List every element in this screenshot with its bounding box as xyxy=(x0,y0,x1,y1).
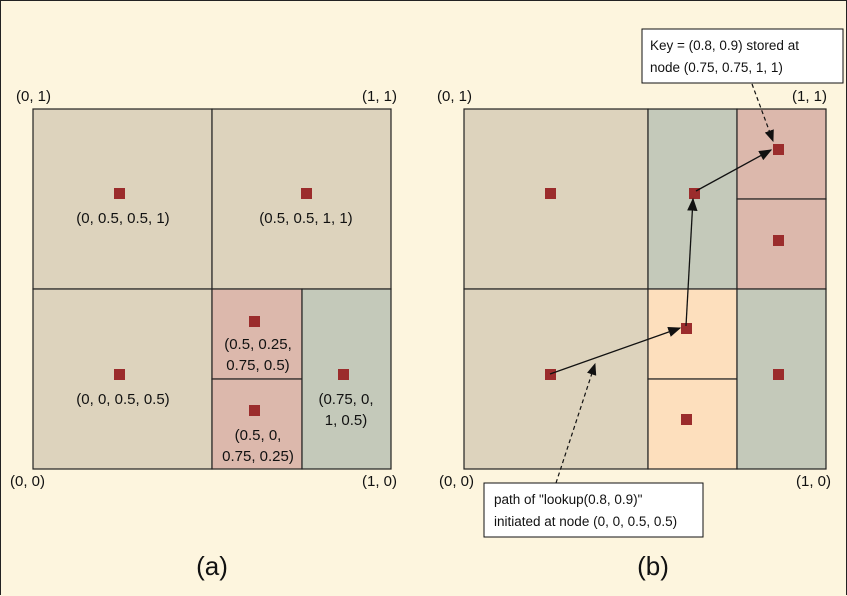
corner-label-top-right: (1, 1) xyxy=(362,88,397,105)
path-note-text: initiated at node (0, 0, 0.5, 0.5) xyxy=(494,514,677,529)
corner-label-top-left: (0, 1) xyxy=(437,88,472,105)
corner-label-top-left: (0, 1) xyxy=(16,88,51,105)
zone-0-0-0.5-0.5 xyxy=(463,288,649,470)
panel-b-caption: (b) xyxy=(637,551,669,581)
panel-a: (0, 0.5, 0.5, 1) (0.5, 0.5, 1, 1) (0, 0,… xyxy=(10,88,397,581)
node-marker xyxy=(681,323,692,334)
zone-label: (0, 0.5, 0.5, 1) xyxy=(76,210,169,227)
node-marker xyxy=(249,316,260,327)
zone-label: (0.75, 0, xyxy=(318,391,373,408)
key-note-text: node (0.75, 0.75, 1, 1) xyxy=(650,60,783,75)
zone-label: (0.5, 0, xyxy=(235,427,282,444)
key-note-box xyxy=(641,28,844,84)
route-arrow xyxy=(549,327,682,375)
node-marker xyxy=(249,405,260,416)
corner-label-bottom-right: (1, 0) xyxy=(362,473,397,490)
zone-label: (0.5, 0.5, 1, 1) xyxy=(259,210,352,227)
route-arrow xyxy=(695,149,773,192)
zone-label: (0, 0, 0.5, 0.5) xyxy=(76,391,169,408)
corner-label-bottom-left: (0, 0) xyxy=(439,473,474,490)
zone-label: 0.75, 0.25) xyxy=(222,448,294,465)
zone-0.5-0-0.75-0.25 xyxy=(647,378,738,470)
path-note-text: path of "lookup(0.8, 0.9)" xyxy=(494,492,643,507)
path-note-box xyxy=(483,482,704,538)
key-pointer-arrow xyxy=(751,83,774,143)
corner-label-top-right: (1, 1) xyxy=(792,88,827,105)
node-marker xyxy=(773,235,784,246)
zone-0.5-0-0.75-0.25 xyxy=(211,378,303,470)
node-marker xyxy=(545,188,556,199)
corner-label-bottom-right: (1, 0) xyxy=(796,473,831,490)
node-marker xyxy=(689,188,700,199)
panel-a-caption: (a) xyxy=(196,551,228,581)
panel-b: Key = (0.8, 0.9) stored at node (0.75, 0… xyxy=(437,28,844,581)
node-marker xyxy=(773,144,784,155)
node-marker xyxy=(773,369,784,380)
zone-label: 1, 0.5) xyxy=(325,412,368,429)
node-marker xyxy=(338,369,349,380)
node-marker xyxy=(114,188,125,199)
route-arrow xyxy=(685,197,698,327)
zone-label: 0.75, 0.5) xyxy=(226,357,289,374)
node-marker xyxy=(681,414,692,425)
node-marker xyxy=(301,188,312,199)
corner-label-bottom-left: (0, 0) xyxy=(10,473,45,490)
node-marker xyxy=(114,369,125,380)
zone-label: (0.5, 0.25, xyxy=(224,336,292,353)
key-note-text: Key = (0.8, 0.9) stored at xyxy=(650,38,799,53)
zone-0.5-0.25-0.75-0.5 xyxy=(211,288,303,380)
